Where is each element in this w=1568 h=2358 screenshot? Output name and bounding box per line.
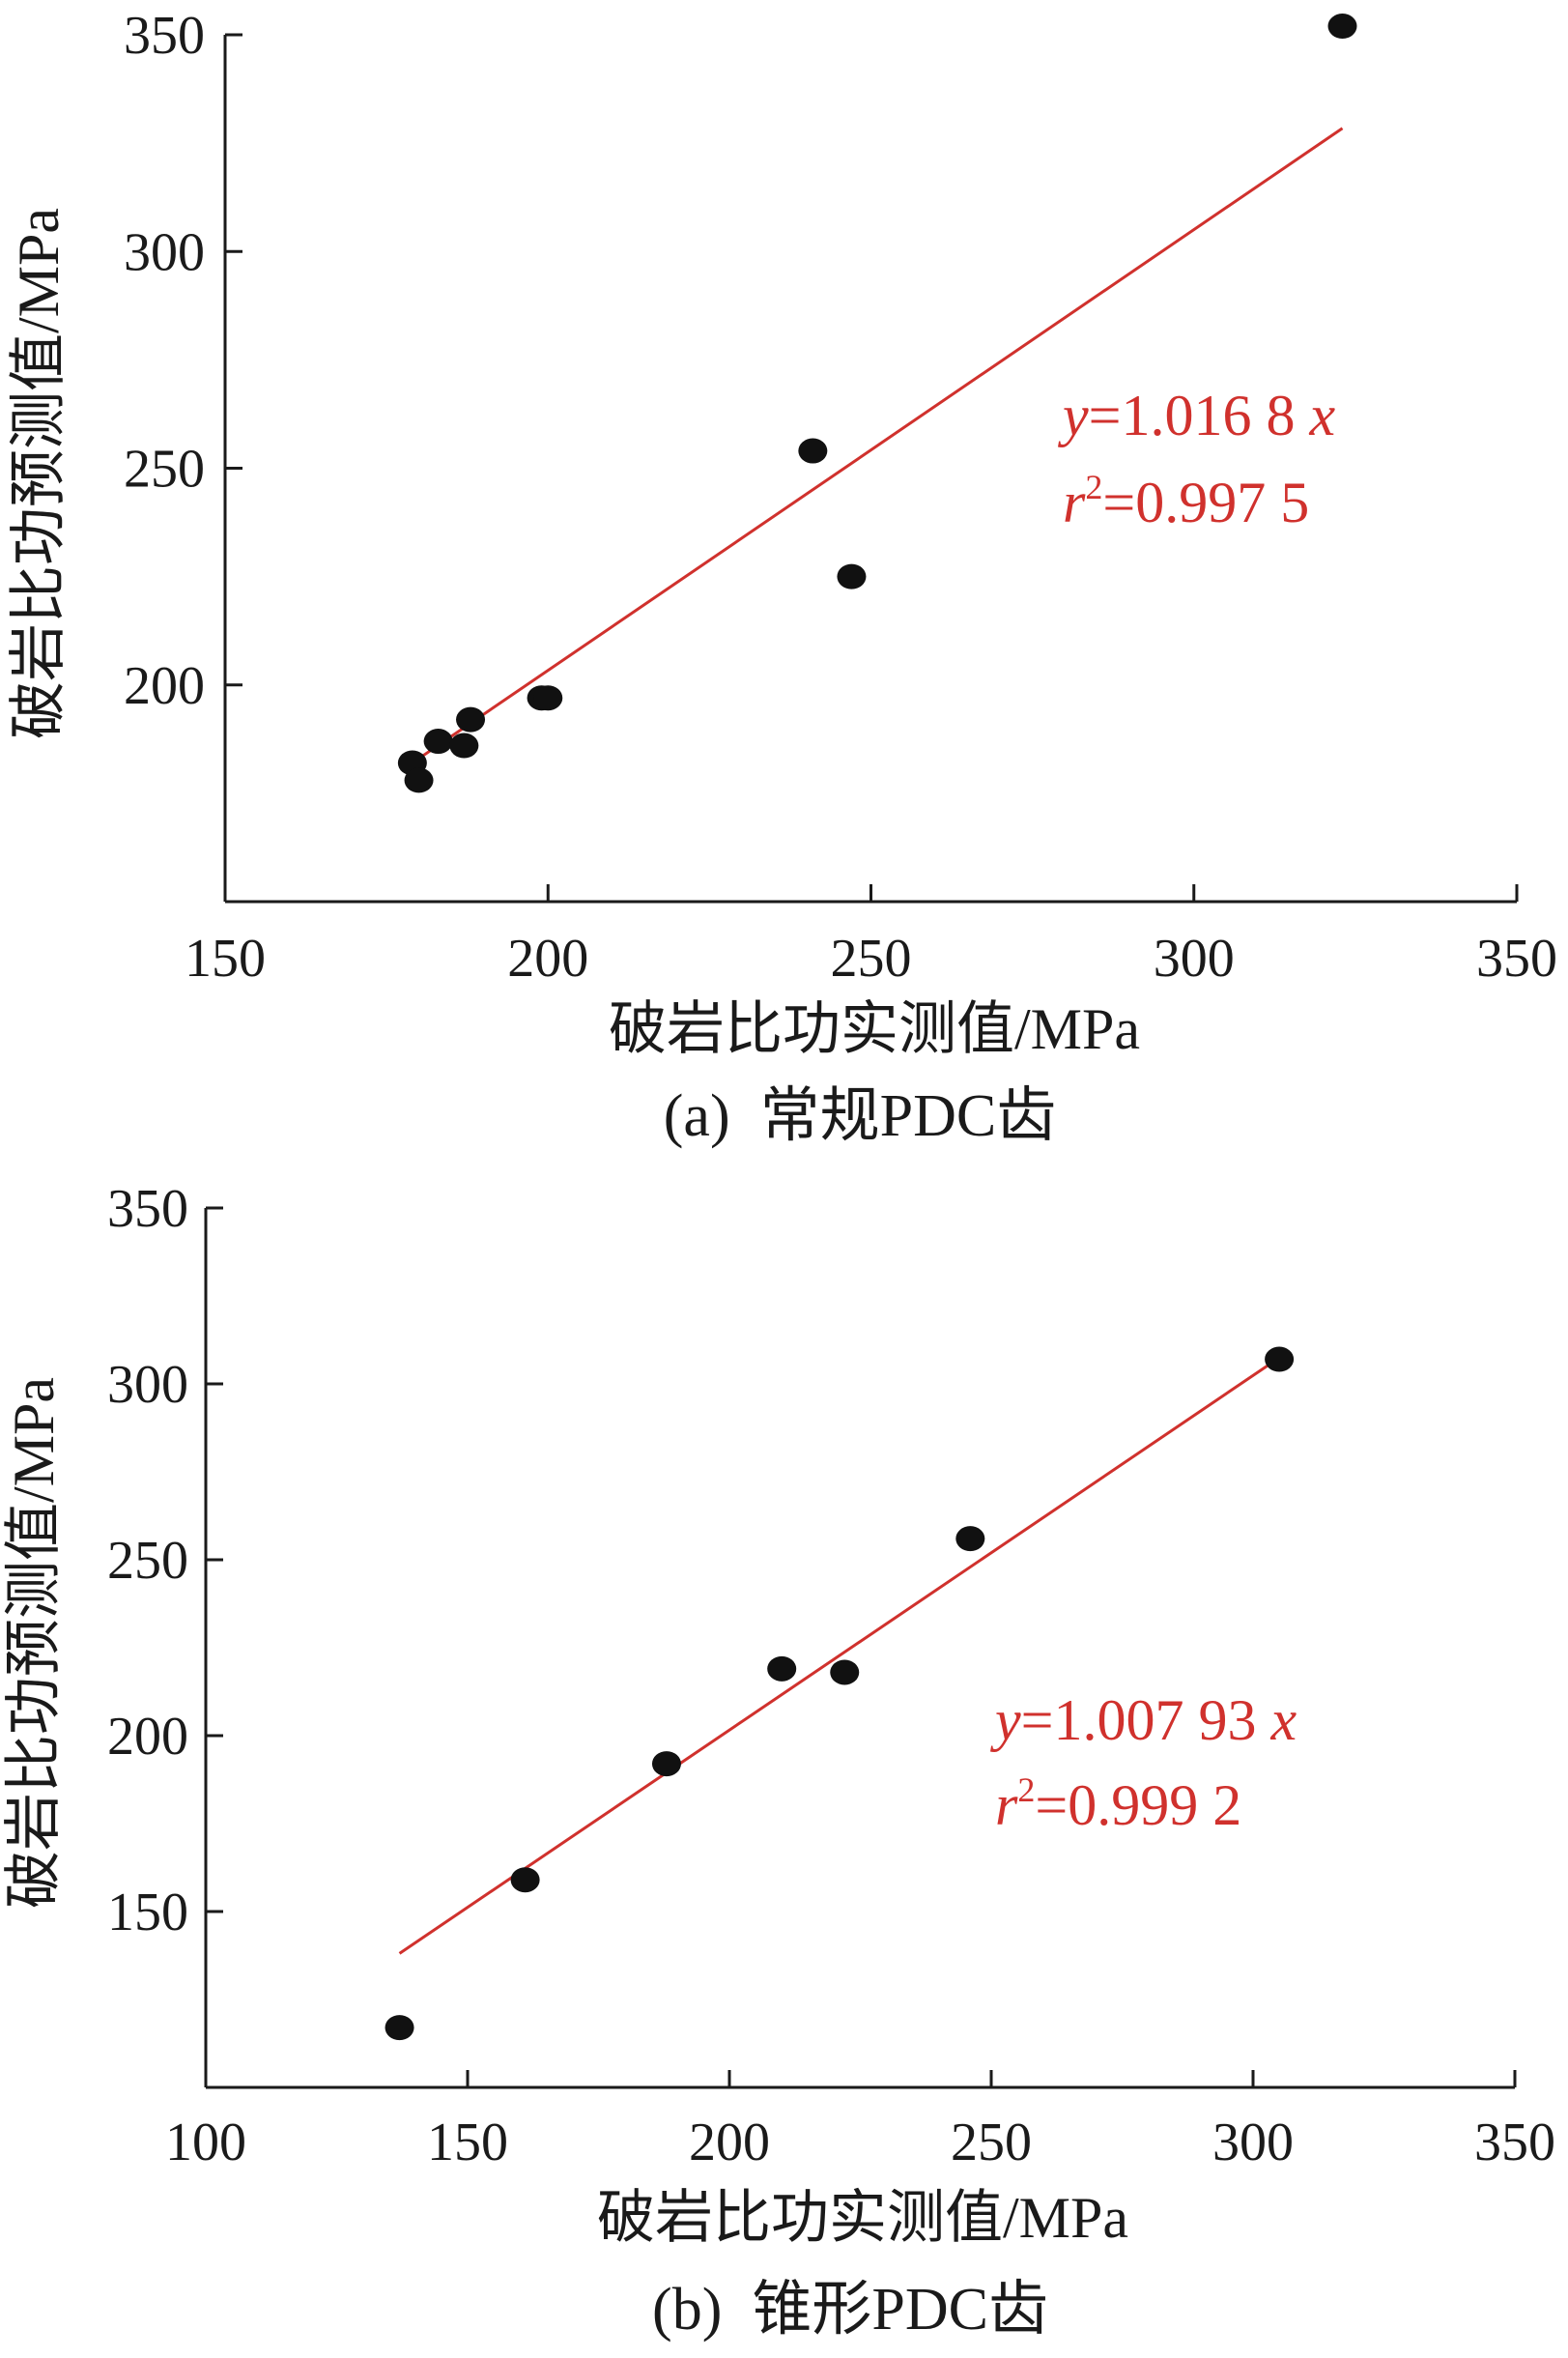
panel-b-caption: (b) 锥形PDC齿 xyxy=(652,2277,1048,2343)
panel-b-x-tick-label: 250 xyxy=(951,2113,1032,2172)
panel-b-x-axis-label: 破岩比功实测值/MPa xyxy=(597,2186,1128,2250)
panel-a-y-tick-label: 300 xyxy=(124,222,205,282)
panel-a-eq-y: y xyxy=(1057,384,1089,447)
panel-a-r-exp: 2 xyxy=(1085,468,1102,506)
panel-a-points xyxy=(397,14,1357,793)
panel-a-x-tick-label: 250 xyxy=(831,929,912,989)
panel-b-y-axis-label: 破岩比功预测值/MPa xyxy=(2,1377,66,1909)
panel-a-y-tick-label: 200 xyxy=(124,656,205,716)
panel-a-r-squared: r2=0.997 5 xyxy=(1063,468,1309,534)
panel-a-x-tick-label: 150 xyxy=(185,929,266,989)
panel-b-x-tick-label: 100 xyxy=(165,2113,246,2172)
panel-b-y-tick-label: 200 xyxy=(107,1707,188,1767)
panel-a-data-point xyxy=(456,706,486,733)
panel-a-data-point xyxy=(449,733,479,759)
panel-b-y-tick-label: 250 xyxy=(107,1531,188,1591)
panel-a-x-axis-label: 破岩比功实测值/MPa xyxy=(609,997,1140,1061)
panel-b-data-point xyxy=(830,1659,860,1685)
panel-b-x-tick-label: 350 xyxy=(1474,2113,1555,2172)
panel-b-y-tick-label: 150 xyxy=(107,1883,188,1942)
panel-b-equation: y=1.007 93 x r2=0.999 2 xyxy=(989,1688,1297,1837)
panel-b-x-tick-label: 150 xyxy=(427,2113,508,2172)
panel-b-y-tick-label: 300 xyxy=(107,1355,188,1415)
panel-a-r-value: =0.997 5 xyxy=(1102,471,1309,534)
panel-b-fit-equation: y=1.007 93 x xyxy=(989,1688,1297,1752)
panel-b-fit-line xyxy=(398,1356,1280,1955)
panel-b-r-exp: 2 xyxy=(1017,1770,1035,1809)
panel-b-x-tick-label: 200 xyxy=(689,2113,770,2172)
panel-b-data-point xyxy=(1265,1346,1295,1372)
panel-a-eq-x: x xyxy=(1308,384,1335,447)
panel-a-fit-line xyxy=(412,127,1344,764)
panel-b-data-point xyxy=(955,1526,985,1552)
panel-b-data-point xyxy=(385,2015,414,2041)
panel-a-data-point xyxy=(404,767,434,793)
panel-a-data-point xyxy=(798,438,828,464)
panel-a-ticks: 150 200 250 300 350 200 250 300 350 xyxy=(124,6,1557,989)
panel-b-ticks: 100 150 200 250 300 350 150 200 250 300 350 xyxy=(107,1179,1555,2172)
panel-a-eq-value: =1.016 8 xyxy=(1089,384,1310,447)
panel-a-caption: (a) 常规PDC齿 xyxy=(664,1083,1056,1149)
panel-a-data-point xyxy=(1327,14,1357,40)
panel-a-y-axis-label: 破岩比功预测值/MPa xyxy=(7,208,71,739)
panel-b-r-squared: r2=0.999 2 xyxy=(995,1770,1241,1837)
panel-b-eq-y: y xyxy=(989,1688,1021,1752)
panel-a-x-tick-label: 200 xyxy=(507,929,588,989)
panel-a-r: r xyxy=(1063,471,1086,534)
panel-b-x-tick-label: 300 xyxy=(1212,2113,1294,2172)
panel-b-axes xyxy=(204,1208,1515,2089)
panel-a-x-tick-label: 300 xyxy=(1154,929,1235,989)
panel-a-equation: y=1.016 8 x r2=0.997 5 xyxy=(1057,384,1335,534)
panel-b-r: r xyxy=(995,1773,1018,1837)
panel-a-x-tick-label: 350 xyxy=(1476,929,1557,989)
panel-b-points xyxy=(385,1346,1295,2041)
panel-b-r-value: =0.999 2 xyxy=(1035,1773,1241,1837)
panel-a-fit-equation: y=1.016 8 x xyxy=(1057,384,1335,447)
panel-b-eq-value: =1.007 93 xyxy=(1021,1688,1271,1752)
panel-b-conical-pdc: 100 150 200 250 300 350 150 200 250 300 350 破岩比功实测… xyxy=(2,1179,1555,2343)
panel-a-fit-line-group xyxy=(412,127,1344,764)
panel-b-data-point xyxy=(651,1751,681,1777)
panel-b-data-point xyxy=(510,1867,540,1893)
panel-b-fit-line-group xyxy=(398,1356,1280,1955)
panel-b-data-point xyxy=(767,1655,797,1682)
panel-b-y-tick-label: 350 xyxy=(107,1179,188,1239)
panel-a-data-point xyxy=(533,685,563,711)
panel-a-data-point xyxy=(837,563,867,590)
panel-a-y-tick-label: 250 xyxy=(124,440,205,500)
panel-a-data-point xyxy=(423,729,453,755)
panel-b-eq-x: x xyxy=(1269,1688,1297,1752)
panel-a-y-tick-label: 350 xyxy=(124,6,205,66)
